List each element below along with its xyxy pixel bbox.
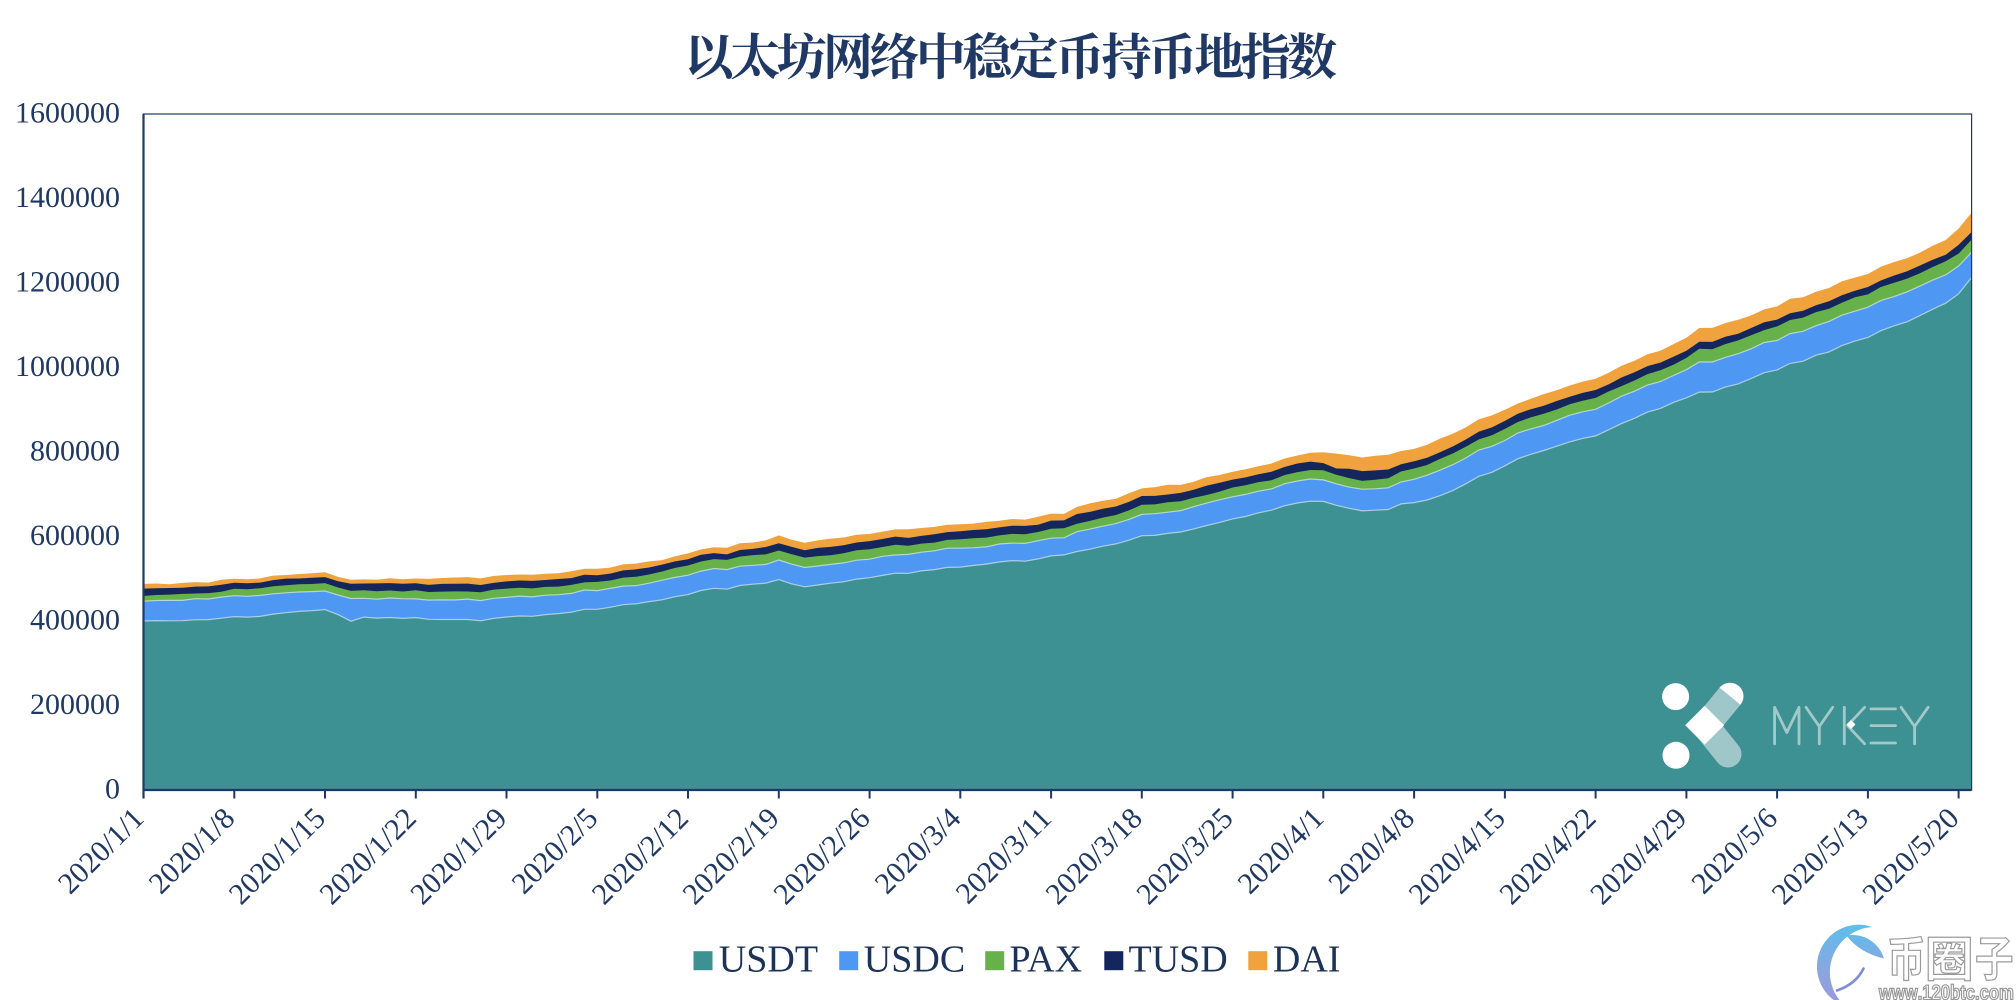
svg-text:0: 0 — [105, 773, 120, 806]
svg-text:1400000: 1400000 — [15, 181, 120, 214]
svg-text:1600000: 1600000 — [15, 97, 120, 130]
svg-text:TUSD: TUSD — [1129, 938, 1228, 980]
svg-text:PAX: PAX — [1010, 938, 1083, 980]
svg-text:1000000: 1000000 — [15, 350, 120, 383]
svg-text:DAI: DAI — [1273, 938, 1341, 980]
svg-text:200000: 200000 — [30, 688, 120, 721]
svg-text:800000: 800000 — [30, 435, 120, 468]
svg-text:USDT: USDT — [719, 938, 818, 980]
svg-text:1200000: 1200000 — [15, 266, 120, 299]
svg-text:USDC: USDC — [864, 938, 965, 980]
svg-text:600000: 600000 — [30, 519, 120, 552]
svg-text:400000: 400000 — [30, 604, 120, 637]
